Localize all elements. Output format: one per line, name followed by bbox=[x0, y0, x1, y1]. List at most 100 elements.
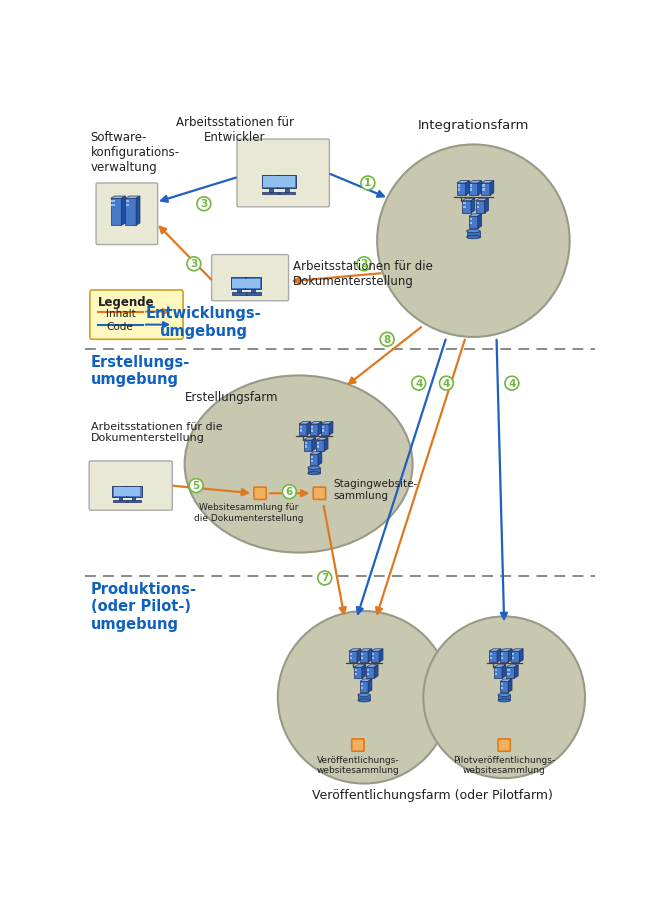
Bar bbox=[360, 682, 368, 693]
Bar bbox=[231, 292, 247, 295]
Polygon shape bbox=[478, 214, 481, 229]
Bar bbox=[278, 192, 295, 195]
Bar bbox=[114, 487, 127, 496]
Ellipse shape bbox=[358, 699, 370, 702]
Text: Erstellungsfarm: Erstellungsfarm bbox=[184, 391, 278, 404]
Bar bbox=[495, 673, 497, 675]
Circle shape bbox=[505, 376, 519, 390]
Bar bbox=[111, 199, 121, 225]
Polygon shape bbox=[507, 665, 518, 667]
Polygon shape bbox=[368, 679, 372, 693]
Polygon shape bbox=[508, 649, 512, 662]
Bar bbox=[311, 425, 313, 428]
Bar bbox=[300, 425, 302, 428]
Bar bbox=[231, 277, 248, 289]
Bar bbox=[261, 175, 280, 188]
Bar bbox=[322, 429, 324, 432]
Bar bbox=[481, 183, 490, 195]
Bar bbox=[489, 651, 497, 662]
Bar bbox=[251, 289, 255, 292]
Bar bbox=[494, 667, 502, 678]
Bar bbox=[263, 192, 280, 195]
Bar bbox=[512, 656, 514, 659]
Bar bbox=[463, 206, 465, 209]
Ellipse shape bbox=[498, 694, 511, 696]
Text: Entwicklungs-
umgebung: Entwicklungs- umgebung bbox=[146, 307, 262, 339]
Polygon shape bbox=[500, 679, 512, 682]
Circle shape bbox=[412, 376, 426, 390]
Bar bbox=[498, 694, 511, 700]
Bar bbox=[246, 279, 260, 287]
Polygon shape bbox=[508, 679, 512, 693]
Bar bbox=[311, 456, 313, 458]
Circle shape bbox=[440, 376, 453, 390]
Text: Code: Code bbox=[106, 322, 133, 332]
Circle shape bbox=[361, 176, 375, 190]
FancyBboxPatch shape bbox=[237, 139, 330, 207]
Ellipse shape bbox=[278, 611, 450, 783]
Polygon shape bbox=[366, 665, 378, 667]
Bar bbox=[470, 188, 473, 190]
Polygon shape bbox=[514, 665, 518, 678]
Bar bbox=[277, 175, 296, 188]
Text: Arbeitsstationen für die
Dokumenterstellung: Arbeitsstationen für die Dokumenterstell… bbox=[91, 422, 222, 443]
Polygon shape bbox=[349, 649, 361, 651]
Circle shape bbox=[318, 571, 332, 585]
Text: Pilotveröffentlichungs-
websitesammlung: Pilotveröffentlichungs- websitesammlung bbox=[453, 756, 555, 775]
Bar bbox=[469, 216, 478, 229]
Polygon shape bbox=[471, 199, 475, 213]
Bar bbox=[469, 183, 478, 195]
Bar bbox=[349, 651, 357, 662]
Text: Stagingwebsite-
sammlung: Stagingwebsite- sammlung bbox=[333, 479, 418, 501]
FancyBboxPatch shape bbox=[211, 254, 288, 301]
Bar bbox=[127, 487, 140, 496]
Bar bbox=[372, 656, 375, 659]
Text: Inhalt: Inhalt bbox=[106, 309, 136, 319]
Bar bbox=[126, 204, 129, 206]
Bar bbox=[490, 652, 492, 655]
Polygon shape bbox=[379, 649, 383, 662]
Bar bbox=[503, 746, 504, 748]
Polygon shape bbox=[263, 490, 267, 497]
FancyBboxPatch shape bbox=[313, 487, 326, 500]
Bar bbox=[119, 497, 122, 500]
Text: 4: 4 bbox=[415, 379, 422, 389]
Bar bbox=[310, 454, 318, 465]
Polygon shape bbox=[136, 196, 140, 225]
Polygon shape bbox=[329, 422, 333, 435]
FancyBboxPatch shape bbox=[498, 739, 511, 751]
Bar bbox=[507, 667, 514, 678]
Bar bbox=[463, 202, 465, 204]
Polygon shape bbox=[121, 196, 125, 225]
Bar bbox=[355, 673, 357, 675]
Polygon shape bbox=[371, 649, 383, 651]
Bar bbox=[457, 185, 460, 187]
Polygon shape bbox=[457, 180, 469, 183]
Bar bbox=[501, 686, 503, 689]
Bar bbox=[356, 750, 358, 752]
Polygon shape bbox=[481, 180, 494, 183]
Bar bbox=[361, 686, 363, 689]
Text: Arbeitsstationen für die
Dokumenterstellung: Arbeitsstationen für die Dokumenterstell… bbox=[293, 260, 433, 288]
Ellipse shape bbox=[308, 472, 320, 475]
Bar bbox=[360, 651, 368, 662]
Text: Integrationsfarm: Integrationsfarm bbox=[418, 119, 529, 132]
Bar bbox=[259, 498, 260, 501]
Polygon shape bbox=[489, 649, 501, 651]
Bar bbox=[111, 204, 115, 206]
Bar bbox=[311, 429, 313, 432]
Polygon shape bbox=[497, 649, 501, 662]
Text: 8: 8 bbox=[383, 335, 391, 345]
Polygon shape bbox=[360, 742, 364, 748]
Bar bbox=[322, 425, 324, 428]
Polygon shape bbox=[304, 437, 316, 440]
Bar bbox=[233, 279, 246, 287]
Bar bbox=[470, 185, 473, 187]
Bar bbox=[284, 188, 288, 192]
Polygon shape bbox=[324, 437, 328, 451]
FancyBboxPatch shape bbox=[352, 739, 364, 751]
Polygon shape bbox=[360, 679, 372, 682]
Text: 4: 4 bbox=[509, 379, 516, 389]
Bar bbox=[500, 682, 508, 693]
Bar bbox=[245, 292, 261, 295]
